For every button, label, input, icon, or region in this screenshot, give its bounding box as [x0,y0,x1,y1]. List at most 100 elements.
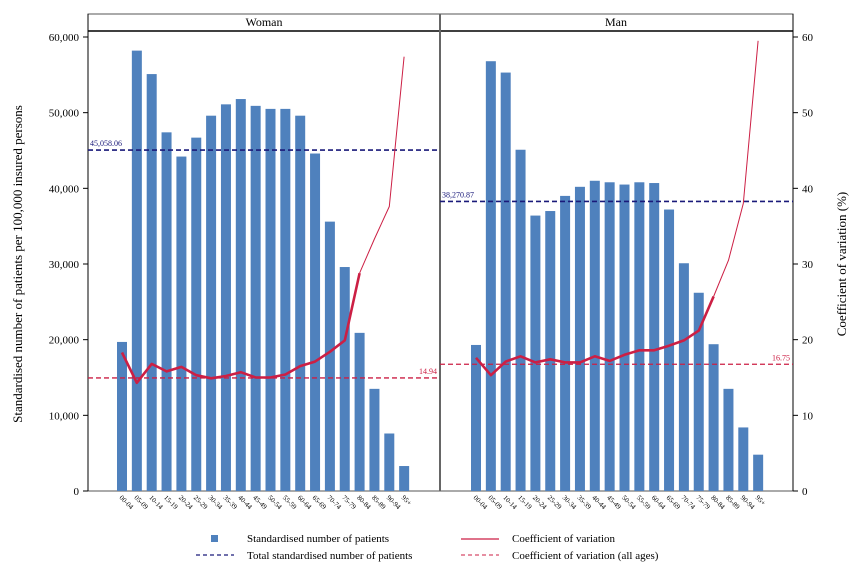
cv-line-tail [713,40,759,297]
bar [649,183,660,491]
category-label: 35-39 [576,494,594,512]
woman-panel: 45,058.06 14.94 00-0405-0910-1415-1920-242… [88,50,440,512]
category-label: 85-89 [370,494,388,512]
category-label: 70-74 [679,494,697,512]
category-label: 15-19 [516,494,534,512]
category-label: 55-59 [281,494,299,512]
bar [176,156,187,491]
category-label: 60-64 [650,494,668,512]
bar [574,186,585,491]
bar [664,209,675,491]
bar [369,388,380,491]
bar [604,182,615,491]
right-tick-label: 40 [802,183,814,195]
left-tick-label: 0 [74,486,80,498]
category-label: 05-09 [132,494,150,512]
category-label: 30-34 [207,494,225,512]
bar [678,263,689,491]
category-label: 10-14 [147,494,165,512]
left-tick-label: 60,000 [49,32,80,44]
category-label: 20-24 [177,494,195,512]
left-tick-label: 10,000 [49,410,80,422]
category-label: 05-09 [486,494,504,512]
left-tick-label: 40,000 [49,183,80,195]
bar [131,50,142,492]
category-label: 70-74 [325,494,343,512]
category-label: 75-79 [340,494,358,512]
bar [634,182,645,491]
category-label: 00-04 [118,494,136,512]
category-label: 50-54 [266,494,284,512]
category-label: 10-14 [501,494,519,512]
legend-bar-swatch [211,535,218,542]
left-tick-label: 30,000 [49,259,80,271]
category-label: 90-94 [385,494,403,512]
bar [310,153,321,491]
cv-line [475,295,715,377]
category-label: 45-49 [251,494,269,512]
bar [235,99,246,492]
bar [280,108,291,491]
bar [693,292,704,491]
bar [515,149,526,491]
bar [191,137,202,492]
bar [265,108,276,491]
cv-line-tail [359,56,405,274]
bar [399,466,410,491]
category-label: 60-64 [296,494,314,512]
bar [354,332,365,491]
left-tick-label: 50,000 [49,108,80,120]
category-label: 65-69 [311,494,329,512]
right-tick-label: 50 [802,108,814,120]
category-label: 25-29 [546,494,564,512]
category-label: 40-44 [236,494,254,512]
total-label: 45,058.06 [90,139,122,148]
bar [339,267,350,491]
bar [753,454,764,491]
bar [530,215,541,491]
left-tick-label: 20,000 [49,335,80,347]
category-label: 80-84 [355,494,373,512]
bar [471,344,481,491]
man-panel: 38,270.87 16.75 00-0405-0910-1415-1920-242… [440,40,793,512]
bar [220,104,231,492]
bar [161,132,172,491]
cv-line [120,272,361,385]
category-label: 30-34 [561,494,579,512]
bar [295,115,306,492]
bar [324,221,335,492]
legend-total-label: Total standardised number of patients [247,550,412,562]
bar [723,388,734,491]
legend: Standardised number of patients Total st… [196,533,659,562]
category-label: 45-49 [605,494,623,512]
bar [619,184,630,492]
category-label: 20-24 [531,494,549,512]
category-label: 85-89 [724,494,742,512]
category-label: 40-44 [590,494,608,512]
right-axis-title: Coefficient of variation (%) [834,192,849,337]
total-label: 38,270.87 [442,190,474,199]
bar [500,72,511,492]
bar [560,195,571,491]
left-axis-title: Standardised number of patients per 100,… [10,105,25,423]
right-tick-label: 60 [802,32,814,44]
bar [384,433,395,491]
man-panel-title: Man [605,15,627,29]
bar [589,180,600,491]
bar [485,61,496,492]
woman-panel-title: Woman [245,15,282,29]
left-axis: 0 10,000 20,000 30,000 40,000 50,000 60,000 [49,14,89,498]
category-label: 75-79 [694,494,712,512]
bar [738,427,749,491]
right-axis: 0 10 20 30 40 50 60 [792,14,814,498]
category-label: 65-69 [665,494,683,512]
right-tick-label: 0 [802,486,808,498]
legend-cv-all-label: Coefficient of variation (all ages) [512,550,659,562]
cv-all-label: 16.75 [772,353,790,362]
bar [206,115,217,492]
category-label: 90-94 [739,494,757,512]
category-label: 00-04 [472,494,490,512]
legend-bar-label: Standardised number of patients [247,533,389,545]
bar [250,105,261,492]
